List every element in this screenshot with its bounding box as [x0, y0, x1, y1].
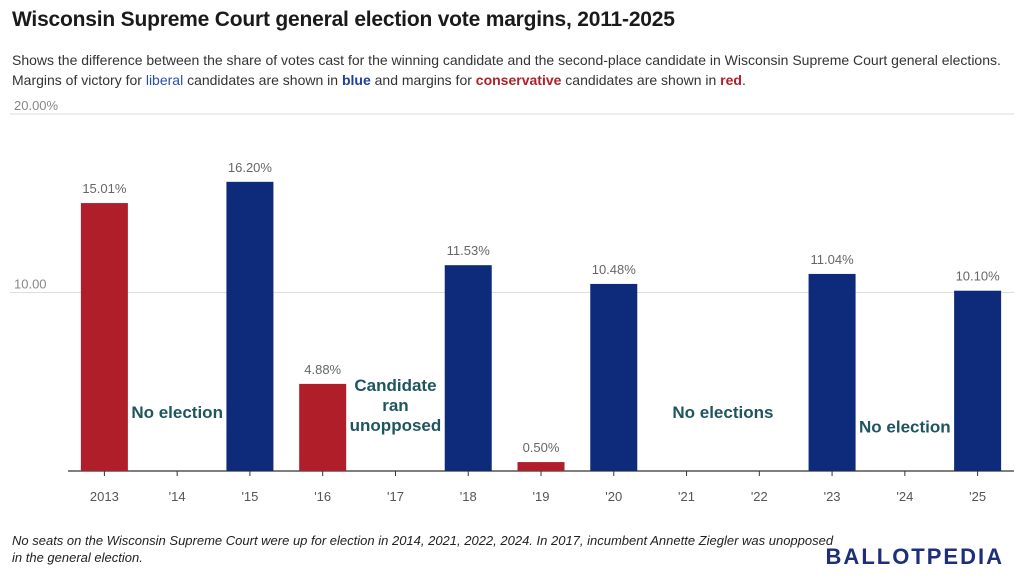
x-tick-label: '16: [314, 489, 331, 504]
bar-19: [517, 462, 565, 471]
bar-15: [226, 181, 274, 471]
annotation: No election: [859, 417, 951, 436]
bar-23: [808, 273, 856, 471]
x-tick-label: '25: [969, 489, 986, 504]
annotation: Candidate ran unopposed: [350, 376, 442, 435]
bar-2013: [80, 203, 128, 471]
y-tick-label: 20.00%: [14, 98, 59, 113]
bar-16: [299, 383, 347, 471]
x-tick-label: '23: [824, 489, 841, 504]
subtitle-conservative: conservative: [475, 72, 562, 88]
data-label: 4.88%: [304, 362, 341, 377]
x-tick-label: '17: [387, 489, 404, 504]
subtitle-blue: blue: [341, 72, 371, 88]
x-tick-label: '20: [605, 489, 622, 504]
x-tick-label: 2013: [90, 489, 119, 504]
subtitle-liberal: liberal: [145, 72, 184, 88]
x-tick-label: '24: [896, 489, 913, 504]
x-tick-label: '19: [533, 489, 550, 504]
bar-25: [954, 290, 1002, 471]
data-label: 11.53%: [447, 243, 491, 258]
footnote: No seats on the Wisconsin Supreme Court …: [12, 533, 834, 565]
subtitle-red: red: [720, 72, 742, 88]
chart-title: Wisconsin Supreme Court general election…: [12, 8, 675, 31]
x-tick-label: '15: [241, 489, 258, 504]
bar-chart: 10.00 20.00% 15.01% 2013 '14 16.20% '15 4.88% '1…: [10, 98, 1014, 504]
data-label: 0.50%: [523, 440, 560, 455]
bar-20: [590, 283, 638, 471]
data-label: 10.10%: [956, 269, 1001, 284]
x-tick-label: '14: [169, 489, 186, 504]
data-label: 16.20%: [228, 160, 273, 175]
data-label: 10.48%: [592, 262, 637, 277]
annotation: No elections: [672, 403, 773, 422]
x-tick-label: '22: [751, 489, 768, 504]
bar-18: [444, 265, 492, 471]
y-tick-label: 10.00: [14, 277, 47, 292]
annotation: No election: [131, 403, 223, 422]
ballotpedia-logo[interactable]: BALLOTPEDIA: [825, 544, 1004, 569]
chart-subtitle: Shows the difference between the share o…: [12, 52, 1001, 88]
data-label: 15.01%: [82, 181, 127, 196]
x-tick-label: '21: [678, 489, 695, 504]
data-label: 11.04%: [811, 252, 855, 267]
x-tick-label: '18: [460, 489, 477, 504]
